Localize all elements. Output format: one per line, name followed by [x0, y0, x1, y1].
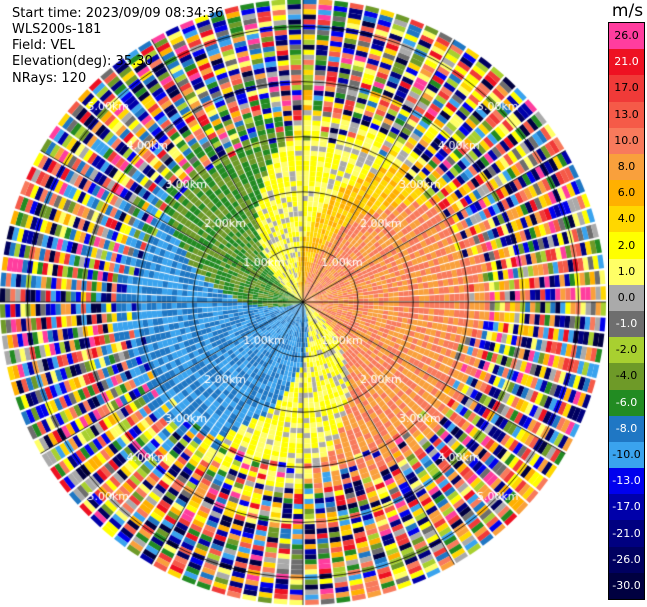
colorbar-tick-label: -2.0 — [615, 343, 638, 357]
colorbar-tick-label: 6.0 — [617, 186, 636, 200]
colorbar-segment — [609, 572, 644, 600]
colorbar-tick-label: 17.0 — [614, 81, 639, 95]
colorbar-segment — [609, 468, 644, 495]
colorbar-tick-label: 10.0 — [614, 133, 639, 147]
colorbar-tick-label: -6.0 — [615, 395, 638, 409]
colorbar-segment — [609, 75, 644, 103]
colorbar-tick-label: -26.0 — [612, 552, 641, 566]
colorbar-tick-label: -13.0 — [612, 474, 641, 488]
colorbar-tick-label: -8.0 — [615, 421, 638, 435]
colorbar-tick-label: -4.0 — [615, 369, 638, 383]
colorbar-tick-label: 8.0 — [617, 160, 636, 173]
nrays-label: NRays: 120 — [12, 71, 87, 86]
colorbar-tick-label: 21.0 — [614, 55, 639, 69]
colorbar-segment — [609, 101, 644, 129]
colorbar-segment — [609, 153, 644, 181]
colorbar-tick-label: -30.0 — [612, 578, 641, 592]
colorbar-segment — [609, 180, 644, 207]
colorbar-segment — [609, 546, 644, 574]
instrument-label: WLS200s-181 — [12, 22, 102, 37]
colorbar-tick-label: -21.0 — [612, 526, 641, 540]
colorbar-tick-label: 0.0 — [617, 290, 636, 304]
colorbar-tick-label: 4.0 — [617, 212, 636, 226]
colorbar-segment — [609, 494, 644, 521]
colorbar-segment — [609, 127, 644, 155]
colorbar-tick-label: 1.0 — [617, 264, 636, 278]
colorbar-segment — [609, 258, 644, 286]
elevation-label: Elevation(deg): 35.30 — [12, 54, 153, 69]
colorbar-segment — [609, 23, 644, 50]
colorbar-segment — [609, 441, 644, 469]
colorbar-tick-label: 2.0 — [617, 238, 636, 252]
colorbar-segment — [609, 49, 644, 76]
colorbar-tick-label: -1.0 — [615, 317, 638, 331]
colorbar-tick-label: 13.0 — [614, 107, 639, 121]
start-time-label: Start time: 2023/09/09 08:34:36 — [12, 6, 224, 21]
colorbar-segment — [609, 363, 644, 391]
colorbar-segment — [609, 520, 644, 548]
colorbar-segment — [609, 337, 644, 364]
colorbar-tick-label: -10.0 — [612, 448, 641, 461]
colorbar-segment — [609, 232, 644, 260]
colorbar-segment — [609, 415, 644, 443]
colorbar-segment — [609, 284, 644, 312]
colorbar-segment — [609, 206, 644, 233]
colorbar: 26.0 21.0 17.0 13.0 10.0 8.0 6.0 4.0 2.0 1.0 0.0 -1… — [608, 22, 645, 600]
colorbar-tick-label: -17.0 — [612, 500, 641, 514]
colorbar-tick-label: 26.0 — [614, 29, 639, 43]
colorbar-segment — [609, 311, 644, 338]
colorbar-segment — [609, 389, 644, 417]
colorbar-unit: m/s — [611, 1, 644, 21]
field-label: Field: VEL — [12, 38, 75, 53]
